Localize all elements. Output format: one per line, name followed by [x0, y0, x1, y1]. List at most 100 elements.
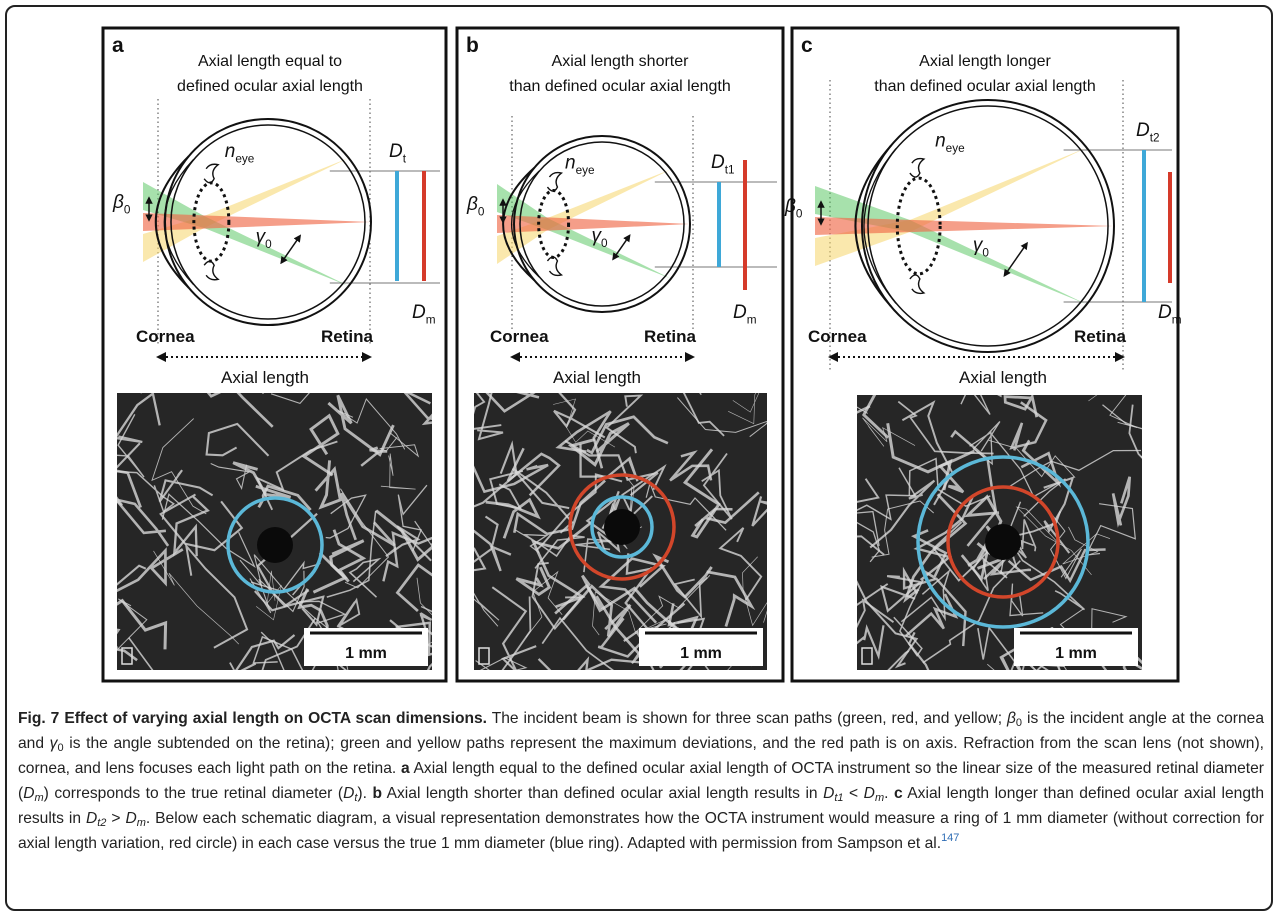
beta-label: β0 — [112, 192, 131, 216]
beta-label: β0 — [466, 194, 485, 218]
axial-length-label: Axial length — [959, 368, 1047, 387]
dt-label-base: D — [1136, 120, 1150, 141]
gamma-label-sub: 0 — [601, 237, 608, 250]
foveal-zone — [257, 527, 293, 563]
vessel — [662, 306, 701, 395]
caption-text: D — [864, 785, 875, 802]
gamma-arrow — [282, 237, 298, 261]
octa-image: 1 mm — [64, 336, 466, 700]
dt-label: Dt2 — [1136, 120, 1160, 144]
dt-label-base: D — [389, 141, 403, 162]
vessel — [1141, 456, 1166, 495]
axial-length-label: Axial length — [553, 368, 641, 387]
iris — [204, 261, 218, 280]
iris — [547, 173, 561, 192]
beta-label-base: β — [466, 194, 478, 215]
caption-text: . Below each schematic diagram, a visual… — [18, 810, 1264, 852]
caption-text: D — [86, 810, 97, 827]
figure: a Axial length equal to defined ocular axi… — [0, 0, 1282, 700]
dm-label-sub: m — [426, 313, 436, 326]
caption-text: D — [343, 785, 354, 802]
cornea-label: Cornea — [490, 327, 549, 346]
caption-text: a — [401, 760, 410, 777]
panel-title: Axial length shorter — [552, 53, 690, 70]
caption-text: > — [106, 810, 125, 827]
caption-text: β — [1007, 710, 1016, 727]
panel-letter: a — [112, 34, 124, 57]
panel-title: Axial length longer — [919, 53, 1051, 70]
caption-text: Axial length shorter than defined ocular… — [382, 785, 823, 802]
page: {"panels": [ {"letter": "a", "title": ["… — [0, 0, 1282, 921]
dm-label: Dm — [412, 302, 436, 326]
octa-image: 1 mm — [815, 348, 1245, 700]
caption-text: D — [125, 810, 136, 827]
beam-red — [815, 217, 1114, 235]
retina-label: Retina — [644, 327, 697, 346]
dt-label-sub: t2 — [1150, 131, 1160, 144]
caption-text: Fig. 7 Effect of varying axial length on… — [18, 710, 487, 727]
dm-label-sub: m — [1172, 313, 1182, 326]
dt-label-sub: t1 — [725, 163, 735, 176]
caption-text: m — [34, 792, 43, 804]
caption: Fig. 7 Effect of varying axial length on… — [18, 706, 1264, 856]
caption-text: 147 — [941, 832, 959, 844]
caption-text: ). — [357, 785, 372, 802]
cornea-label: Cornea — [136, 327, 195, 346]
gamma-label-sub: 0 — [982, 247, 989, 260]
octa-image: 1 mm — [432, 306, 808, 700]
iris — [910, 159, 924, 178]
caption-text: D — [823, 785, 834, 802]
caption-text: < — [844, 785, 864, 802]
n-eye-label-sub: eye — [235, 152, 254, 165]
beta-label-base: β — [112, 192, 124, 213]
n-eye-label-sub: eye — [946, 142, 965, 155]
caption-text: m — [875, 792, 884, 804]
panel-letter: b — [466, 34, 479, 57]
beta-label: β0 — [784, 196, 803, 220]
scale-label: 1 mm — [680, 645, 722, 662]
n-eye-label-base: n — [565, 153, 576, 174]
dm-label: Dm — [733, 302, 757, 326]
caption-text: t1 — [834, 792, 843, 804]
caption-text: ) corresponds to the true retinal diamet… — [44, 785, 343, 802]
gamma-label: γ0 — [973, 235, 990, 259]
gamma-label-sub: 0 — [265, 238, 272, 251]
panel-title: than defined ocular axial length — [509, 78, 731, 95]
dm-label-base: D — [1158, 302, 1172, 323]
n-eye-label-sub: eye — [576, 164, 595, 177]
foveal-zone — [604, 509, 640, 545]
iris — [910, 275, 924, 294]
dt-label: Dt1 — [711, 152, 735, 176]
panel-letter: c — [801, 34, 813, 57]
retina-label: Retina — [1074, 327, 1127, 346]
n-eye-label-base: n — [935, 131, 946, 152]
caption-text: m — [137, 817, 146, 829]
beta-label-sub: 0 — [124, 203, 131, 216]
axial-length-label: Axial length — [221, 368, 309, 387]
beta-label-base: β — [784, 196, 796, 217]
n-eye-label-base: n — [225, 141, 236, 162]
caption-text: c — [894, 785, 903, 802]
caption-text: The incident beam is shown for three sca… — [487, 710, 1007, 727]
dm-label-sub: m — [747, 313, 757, 326]
dt-label: Dt — [389, 141, 407, 165]
scale-label: 1 mm — [345, 645, 387, 662]
dt-label-base: D — [711, 152, 725, 173]
iris — [204, 164, 218, 183]
beta-label-sub: 0 — [478, 205, 485, 218]
caption-text: b — [372, 785, 382, 802]
vessel — [1088, 349, 1141, 401]
gamma-arrow — [1006, 245, 1026, 274]
dm-label-base: D — [733, 302, 747, 323]
panel-title: defined ocular axial length — [177, 78, 363, 95]
caption-text: D — [23, 785, 34, 802]
gamma-label: γ0 — [591, 226, 608, 250]
n-eye-label: neye — [565, 153, 595, 177]
foveal-zone — [985, 524, 1021, 560]
caption-text: . — [884, 785, 894, 802]
n-eye-label: neye — [935, 131, 965, 155]
cornea-label: Cornea — [808, 327, 867, 346]
dt-label-sub: t — [403, 152, 407, 165]
panel-title: Axial length equal to — [198, 53, 342, 70]
dm-label-base: D — [412, 302, 426, 323]
